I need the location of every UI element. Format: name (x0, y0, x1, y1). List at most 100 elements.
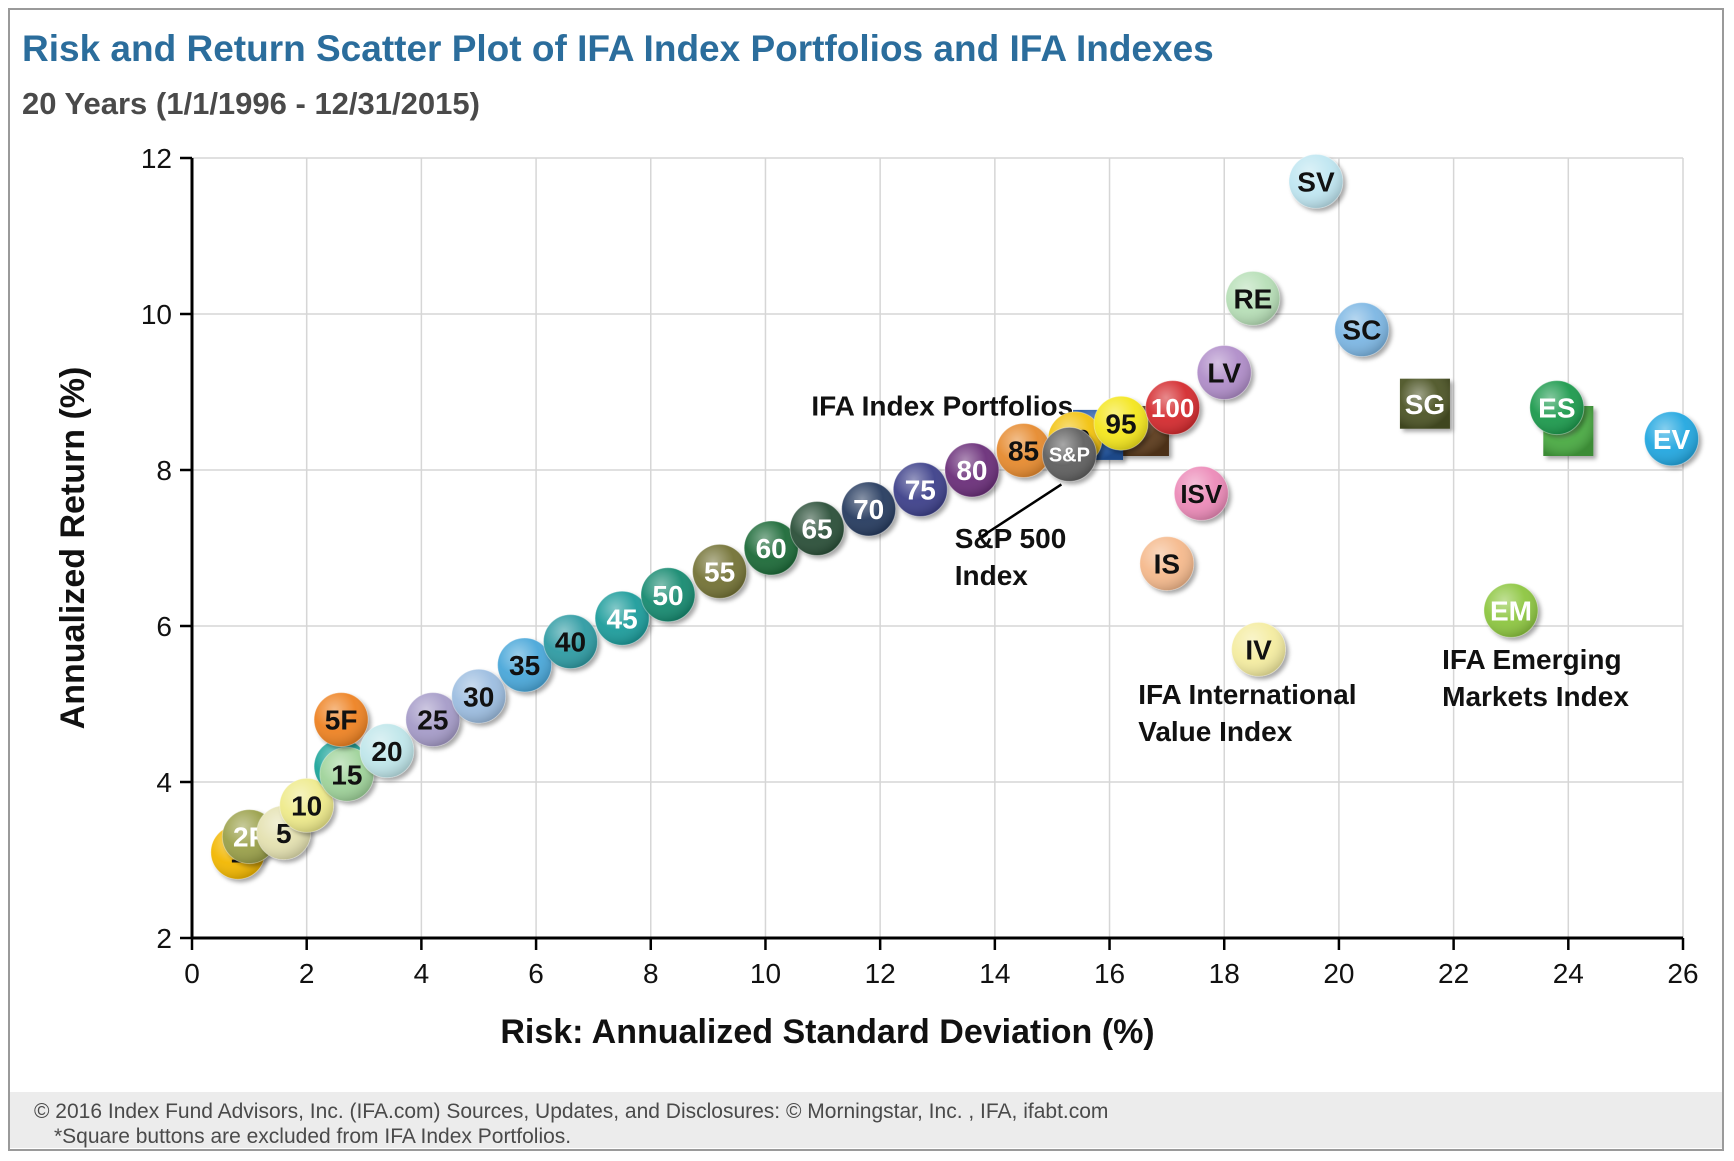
data-point: 15 (319, 746, 375, 802)
data-point: 50 (640, 567, 696, 623)
data-point: S&P (1041, 426, 1097, 482)
data-point: 60 (743, 520, 799, 576)
x-tick-label: 6 (528, 958, 544, 989)
y-tick-label: 4 (156, 767, 172, 798)
data-point: ISV (1173, 465, 1229, 521)
data-point: 30 (451, 668, 507, 724)
footer: © 2016 Index Fund Advisors, Inc. (IFA.co… (10, 1092, 1722, 1148)
data-point: ES (1529, 380, 1585, 436)
point-label: 40 (555, 627, 586, 658)
point-gloss (1399, 378, 1450, 429)
data-point: 100 (1145, 380, 1201, 436)
data-points: 12F510155F202530354045505560657075808590… (210, 153, 1700, 880)
annotation-label: IFA International (1138, 679, 1356, 710)
data-point: 55 (692, 543, 748, 599)
data-point: 10 (279, 777, 335, 833)
point-gloss (640, 567, 696, 623)
data-point: 80 (944, 442, 1000, 498)
data-point: 40 (542, 614, 598, 670)
annotations: IFA Index Portfolios S&P 500 Index IFA Inte… (811, 390, 1629, 747)
point-label: 10 (291, 790, 322, 821)
point-label: 55 (704, 556, 735, 587)
point-gloss (1173, 465, 1229, 521)
footer-note: *Square buttons are excluded from IFA In… (54, 1125, 572, 1148)
point-label: ES (1538, 393, 1575, 424)
annotation-label: Value Index (1138, 716, 1292, 747)
x-tick-label: 10 (750, 958, 781, 989)
point-label: S&P (1049, 445, 1090, 467)
point-gloss (1139, 536, 1195, 592)
point-label: 15 (331, 759, 362, 790)
footer-copyright: © 2016 Index Fund Advisors, Inc. (IFA.co… (34, 1100, 1109, 1123)
point-gloss (405, 692, 461, 748)
data-point: 95 (1093, 395, 1149, 451)
chart-title: Risk and Return Scatter Plot of IFA Inde… (22, 28, 1214, 69)
point-gloss (1529, 380, 1585, 436)
x-tick-label: 0 (184, 958, 200, 989)
data-point: 25 (405, 692, 461, 748)
point-label: IS (1154, 549, 1180, 580)
point-gloss (313, 692, 369, 748)
point-gloss (1288, 153, 1344, 209)
x-tick-label: 2 (299, 958, 315, 989)
data-point: 70 (841, 481, 897, 537)
chart-subtitle: 20 Years (1/1/1996 - 12/31/2015) (22, 86, 480, 121)
annotation-label: IFA Index Portfolios (811, 390, 1073, 421)
point-gloss (944, 442, 1000, 498)
point-label: 30 (463, 681, 494, 712)
point-gloss (841, 481, 897, 537)
x-tick-label: 18 (1209, 958, 1240, 989)
point-label: 95 (1105, 408, 1136, 439)
point-label: 20 (371, 736, 402, 767)
data-point: IS (1139, 536, 1195, 592)
point-label: SV (1297, 166, 1335, 197)
point-label: 65 (801, 514, 832, 545)
x-tick-label: 24 (1553, 958, 1584, 989)
grid (192, 157, 1684, 938)
data-point: IV (1231, 621, 1287, 677)
data-point: SC (1334, 302, 1390, 358)
point-label: 25 (417, 705, 448, 736)
point-gloss (892, 462, 948, 517)
data-point: SV (1288, 153, 1344, 209)
x-tick-label: 12 (865, 958, 896, 989)
point-gloss (692, 543, 748, 599)
point-label: IV (1245, 634, 1272, 665)
point-label: EM (1490, 595, 1532, 626)
point-gloss (1145, 380, 1201, 436)
x-tick-label: 16 (1094, 958, 1125, 989)
y-tick-label: 10 (141, 299, 172, 330)
data-point: SG (1399, 378, 1450, 429)
data-point: RE (1225, 270, 1281, 326)
point-gloss (279, 777, 335, 833)
data-point: 35 (497, 637, 553, 693)
sp500-leader-line (981, 483, 1063, 538)
point-label: 85 (1008, 436, 1039, 467)
data-point: EV (1644, 411, 1700, 467)
y-axis-label: Annualized Return (%) (54, 367, 92, 730)
point-gloss (1196, 345, 1252, 400)
point-label: 5F (325, 705, 358, 736)
x-tick-label: 22 (1438, 958, 1469, 989)
data-point: LV (1196, 345, 1252, 400)
x-axis-label: Risk: Annualized Standard Deviation (%) (500, 1013, 1154, 1051)
point-gloss (1231, 621, 1287, 677)
x-tick-label: 4 (414, 958, 430, 989)
x-tick-label: 26 (1667, 958, 1698, 989)
annotation-label: IFA Emerging (1442, 644, 1621, 675)
point-label: EV (1653, 424, 1691, 455)
x-tick-label: 8 (643, 958, 659, 989)
y-tick-label: 12 (141, 143, 172, 174)
annotation-label: S&P 500 (955, 523, 1067, 554)
data-point: 75 (892, 462, 948, 517)
data-point: 20 (359, 723, 415, 779)
point-label: RE (1233, 283, 1272, 314)
point-label: 70 (853, 494, 884, 525)
point-gloss (359, 723, 415, 779)
point-gloss (1093, 395, 1149, 451)
point-label: 60 (756, 533, 787, 564)
point-label: 45 (607, 603, 638, 634)
point-label: 35 (509, 650, 540, 681)
data-point: EM (1483, 582, 1539, 638)
point-gloss (1644, 411, 1700, 467)
